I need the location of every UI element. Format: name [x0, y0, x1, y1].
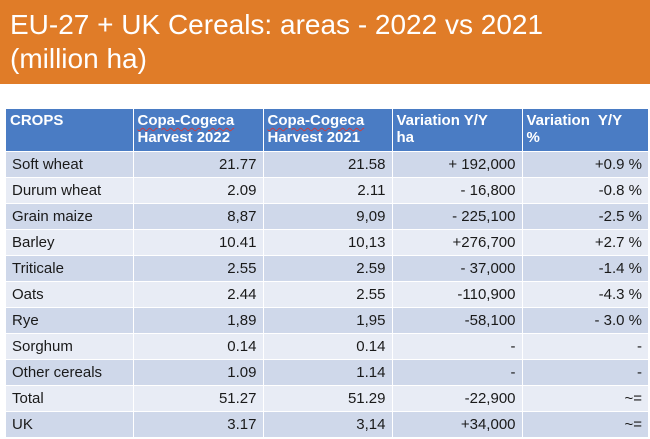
variation-pct-cell: -2.5 % [522, 202, 648, 229]
variation-pct-cell: -1.4 % [522, 254, 648, 281]
title-banner: EU-27 + UK Cereals: areas - 2022 vs 2021… [0, 0, 650, 84]
variation-ha-cell: -58,100 [392, 306, 523, 333]
header-variation-pct-line1: Variation Y/Y [526, 112, 623, 129]
header-variation-ha: Variation Y/Y ha [392, 109, 523, 151]
harvest-2022-cell: 1,89 [133, 306, 264, 333]
header-variation-pct-unit: % [526, 129, 540, 146]
page-title: EU-27 + UK Cereals: areas - 2022 vs 2021 [10, 9, 544, 40]
harvest-2021-cell: 1,95 [263, 306, 393, 333]
variation-pct-cell: -4.3 % [522, 280, 648, 307]
harvest-2021-cell: 2.55 [263, 280, 393, 307]
crop-name-cell: Sorghum [6, 332, 134, 359]
table-row: Other cereals 1.09 1.14- - [6, 358, 648, 385]
crop-name-cell: Triticale [6, 254, 134, 281]
harvest-2022-cell: 21.77 [133, 150, 264, 177]
variation-ha-cell: + 192,000 [392, 150, 523, 177]
harvest-2022-cell: 2.55 [133, 254, 264, 281]
crop-name-cell: Grain maize [6, 202, 134, 229]
variation-ha-cell: - 37,000 [392, 254, 523, 281]
variation-pct-cell: ~= [522, 384, 648, 411]
header-harvest-2021: Copa-Cogeca Harvest 2021 [263, 109, 393, 151]
header-harvest-2022: Copa-Cogeca Harvest 2022 [133, 109, 264, 151]
harvest-2022-cell: 2.09 [133, 176, 264, 203]
variation-ha-cell: - [392, 332, 523, 359]
table-row: Oats 2.44 2.55 -110,900 -4.3 % [6, 280, 648, 307]
crop-name-cell: Barley [6, 228, 134, 255]
header-variation-ha-line1: Variation Y/Y [396, 112, 488, 129]
crop-name-cell: UK [6, 410, 134, 437]
harvest-2022-cell: 1.09 [133, 358, 264, 385]
harvest-2021-cell: 2.11 [263, 176, 393, 203]
harvest-2022-cell: 2.44 [133, 280, 264, 307]
page-subtitle: (million ha) [10, 43, 147, 74]
table-row: UK 3.17 3,14 +34,000 ~= [6, 410, 648, 437]
table-header-row: CROPS Copa-Cogeca Harvest 2022 Copa-Coge… [6, 109, 648, 151]
crop-name-cell: Rye [6, 306, 134, 333]
crop-name-cell: Total [6, 384, 134, 411]
table-row: Sorghum 0.14 0.14- - [6, 332, 648, 359]
variation-pct-cell: ~= [522, 410, 648, 437]
harvest-2021-cell: 0.14 [263, 332, 393, 359]
variation-ha-cell: - 16,800 [392, 176, 523, 203]
variation-pct-cell: - [522, 358, 648, 385]
table-row: Barley 10.41 10,13 +276,700 +2.7 % [6, 228, 648, 255]
variation-pct-cell: - 3.0 % [522, 306, 648, 333]
cereal-areas-table: CROPS Copa-Cogeca Harvest 2022 Copa-Coge… [6, 109, 648, 437]
table-row: Durum wheat 2.09 2.11- 16,800 -0.8 % [6, 176, 648, 203]
header-harvest-2021-source: Copa-Cogeca [267, 112, 365, 129]
crop-name-cell: Other cereals [6, 358, 134, 385]
header-crops-label: CROPS [10, 112, 64, 129]
cereal-areas-table-container: CROPS Copa-Cogeca Harvest 2022 Copa-Coge… [6, 109, 648, 437]
header-crops: CROPS [6, 109, 134, 151]
variation-pct-cell: +0.9 % [522, 150, 648, 177]
variation-ha-cell: +34,000 [392, 410, 523, 437]
harvest-2022-cell: 0.14 [133, 332, 264, 359]
crop-name-cell: Oats [6, 280, 134, 307]
harvest-2021-cell: 9,09 [263, 202, 393, 229]
harvest-2022-cell: 3.17 [133, 410, 264, 437]
table-row: Triticale 2.55 2.59- 37,000 -1.4 % [6, 254, 648, 281]
crop-name-cell: Durum wheat [6, 176, 134, 203]
harvest-2021-cell: 2.59 [263, 254, 393, 281]
harvest-2021-cell: 3,14 [263, 410, 393, 437]
variation-pct-cell: - [522, 332, 648, 359]
harvest-2021-cell: 51.29 [263, 384, 393, 411]
header-harvest-2022-year: Harvest 2022 [137, 129, 231, 146]
variation-ha-cell: - 225,100 [392, 202, 523, 229]
variation-ha-cell: -22,900 [392, 384, 523, 411]
harvest-2021-cell: 1.14 [263, 358, 393, 385]
harvest-2022-cell: 10.41 [133, 228, 264, 255]
variation-ha-cell: -110,900 [392, 280, 523, 307]
variation-ha-cell: - [392, 358, 523, 385]
table-row: Soft wheat 21.77 21.58 + 192,000 +0.9 % [6, 150, 648, 177]
table-row: Rye 1,89 1,95 -58,100- 3.0 % [6, 306, 648, 333]
variation-ha-cell: +276,700 [392, 228, 523, 255]
variation-pct-cell: +2.7 % [522, 228, 648, 255]
variation-pct-cell: -0.8 % [522, 176, 648, 203]
crop-name-cell: Soft wheat [6, 150, 134, 177]
header-harvest-2021-year: Harvest 2021 [267, 129, 361, 146]
header-variation-ha-unit: ha [396, 129, 415, 146]
table-body: Soft wheat 21.77 21.58 + 192,000 +0.9 % Durum… [6, 150, 648, 437]
header-variation-pct: Variation Y/Y % [522, 109, 648, 151]
harvest-2022-cell: 51.27 [133, 384, 264, 411]
table-row: Total 51.27 51.29 -22,900 ~= [6, 384, 648, 411]
header-harvest-2022-source: Copa-Cogeca [137, 112, 235, 129]
table-row: Grain maize 8,87 9,09- 225,100 -2.5 % [6, 202, 648, 229]
harvest-2021-cell: 10,13 [263, 228, 393, 255]
harvest-2022-cell: 8,87 [133, 202, 264, 229]
harvest-2021-cell: 21.58 [263, 150, 393, 177]
